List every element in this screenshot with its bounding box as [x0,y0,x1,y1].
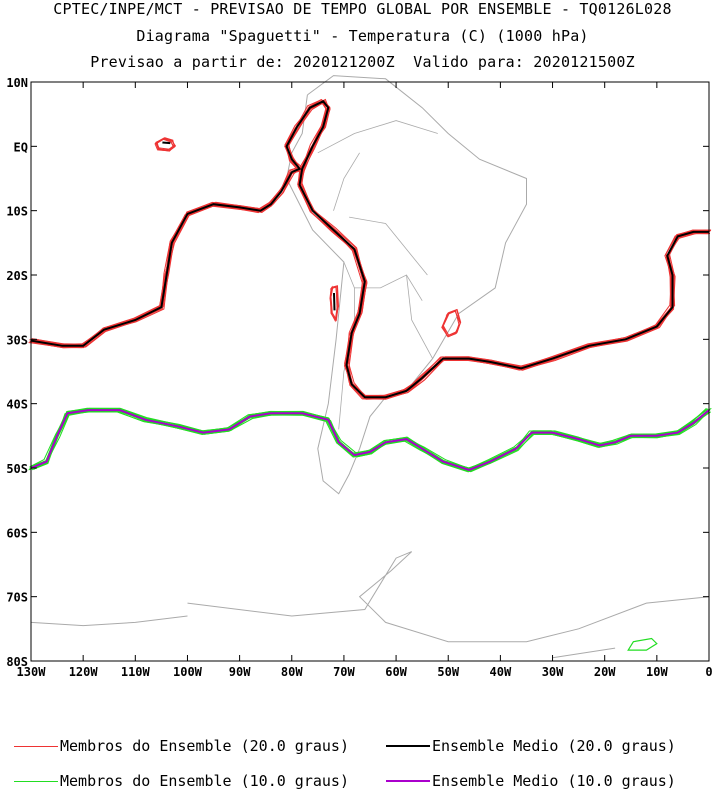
member-contour-10 [33,407,710,472]
member-contour-20 [31,98,707,400]
lat-tick-label: 60S [6,526,28,540]
coastline-segment [286,75,527,495]
legend-swatch [386,745,430,747]
ensemble-members-20 [28,98,712,400]
member-contour-20 [155,137,174,152]
legend-swatch [14,745,58,747]
lon-tick-label: 100W [173,665,203,679]
border-segment [333,152,360,211]
coastline-segment [30,615,188,627]
lon-tick-label: 0 [705,665,712,679]
ensemble-mean-20 [30,100,709,399]
coastline-segment [187,551,710,643]
member-contour-20 [32,99,709,400]
lat-tick-label: 10S [6,205,28,219]
member-contour-20 [329,285,340,321]
legend-label: Membros do Ensemble (10.0 graus) [60,772,349,790]
legend-item-mean-20: Ensemble Medio (20.0 graus) [386,734,676,758]
lat-tick-label: 50S [6,462,28,476]
lon-tick-label: 130W [17,665,47,679]
member-contour-20 [30,100,709,398]
lat-tick-label: 20S [6,269,28,283]
coastlines [30,75,710,659]
member-contour-20 [29,101,708,396]
legend-swatch [386,780,430,782]
member-contour-20 [442,310,461,336]
lon-tick-label: 90W [229,665,251,679]
member-contour-20 [31,101,708,399]
mean-contour-10 [30,409,710,471]
lon-tick-label: 120W [69,665,99,679]
ensemble-mean-10 [30,409,710,471]
member-contour-20 [28,102,711,398]
member-contour-10 [627,637,658,651]
member-contour-20 [441,308,462,337]
title-line-3: Previsao a partir de: 2020121200Z Valido… [90,53,635,71]
legend-label: Ensemble Medio (20.0 graus) [432,737,676,755]
mean-contour-20 [162,141,171,145]
member-contour-10 [31,407,709,473]
lon-tick-label: 10W [646,665,668,679]
member-contour-20 [31,101,710,397]
member-contour-20 [31,99,712,399]
member-contour-20 [32,99,711,399]
legend-item-members-10: Membros do Ensemble (10.0 graus) [14,769,349,793]
member-contour-20 [29,100,711,400]
lon-tick-label: 70W [333,665,355,679]
legend-swatch [14,780,58,782]
lat-tick-label: 80S [6,655,28,669]
legend-label: Ensemble Medio (10.0 graus) [432,772,676,790]
lat-tick-label: 70S [6,591,28,605]
lon-tick-label: 20W [594,665,616,679]
legend-item-members-20: Membros do Ensemble (20.0 graus) [14,734,349,758]
legend-item-mean-10: Ensemble Medio (10.0 graus) [386,769,676,793]
border-segment [343,261,423,301]
lon-tick-label: 110W [121,665,151,679]
lon-tick-label: 50W [437,665,459,679]
member-contour-20 [155,137,175,151]
member-contour-20 [29,98,712,400]
border-segment [406,274,433,359]
member-contour-10 [28,407,710,473]
border-segment [317,120,438,154]
lon-tick-label: 40W [490,665,512,679]
coastline-segment [552,647,616,659]
lon-tick-label: 60W [385,665,407,679]
title-line-1: CPTEC/INPE/MCT - PREVISAO DE TEMPO GLOBA… [53,0,672,18]
lon-tick-label: 80W [281,665,303,679]
mean-contour-20 [333,292,336,311]
lat-tick-label: 40S [6,398,28,412]
member-contour-10 [30,409,711,469]
lat-tick-label: 10N [6,76,28,90]
lat-tick-label: 30S [6,333,28,347]
member-contour-20 [33,102,710,397]
map-frame [30,81,710,662]
lat-tick-label: EQ [14,140,28,154]
member-contour-10 [29,410,708,470]
member-contour-10 [32,409,711,471]
mean-contour-20 [30,100,709,399]
legend-label: Membros do Ensemble (20.0 graus) [60,737,349,755]
title-line-2: Diagrama "Spaguetti" - Temperatura (C) (… [136,27,589,45]
lon-tick-label: 30W [542,665,564,679]
border-segment [349,216,428,276]
member-contour-10 [31,408,709,469]
